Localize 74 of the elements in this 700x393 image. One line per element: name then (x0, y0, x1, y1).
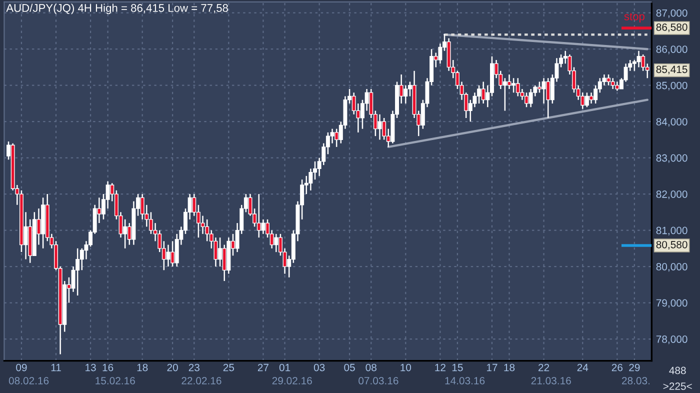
candlestick (261, 218, 266, 235)
text: 15.02.16 (96, 377, 135, 384)
x-tick-label: 08 (366, 364, 376, 372)
text: 488 (669, 366, 686, 374)
candlestick (502, 77, 507, 112)
candlestick (594, 84, 598, 104)
annotation: stop (624, 13, 644, 23)
text: 22.02.16 (182, 377, 222, 384)
ref-line-label: 86,580 (656, 23, 688, 32)
y-tick-label: 87,000 (656, 9, 688, 18)
candlestick (528, 88, 533, 108)
text: 21.03.16 (531, 377, 571, 384)
candlestick (123, 218, 128, 250)
candlestick (615, 81, 620, 92)
candlestick (256, 193, 261, 238)
candlestick (481, 81, 486, 104)
y-tick-label: 82,000 (656, 190, 688, 200)
x-tick-label: 27 (258, 364, 268, 372)
y-tick-label: 84,000 (656, 118, 688, 127)
candlestick (222, 244, 226, 282)
candlestick (516, 77, 520, 97)
x-tick-label: 18 (137, 364, 148, 372)
y-tick-label: 78,000 (656, 336, 688, 344)
x-tick-label: 15 (452, 364, 463, 372)
x-tick-label: 01 (279, 364, 290, 372)
x-tick-label: 22 (538, 364, 550, 372)
x-tick-label: 03 (314, 364, 325, 372)
y-tick-label: 80,000 (656, 263, 688, 272)
x-tick-label: 20 (167, 364, 178, 372)
text: >225< (663, 382, 692, 390)
y-tick-label: 85,000 (656, 82, 688, 90)
candlestick (308, 168, 313, 192)
x-tick-label: 17 (486, 364, 498, 372)
candlestick (330, 128, 334, 144)
candlestick (76, 248, 80, 296)
text: 07.03.16 (358, 377, 398, 384)
x-tick-label: 23 (188, 364, 200, 372)
candlestick (641, 54, 646, 72)
x-tick-label: 25 (223, 364, 234, 372)
x-tick-label: 24 (577, 364, 588, 372)
x-tick-label: 16 (102, 364, 114, 372)
x-tick-label: 09 (16, 364, 27, 372)
x-tick-label: 26 (612, 364, 623, 372)
candlestick (610, 77, 615, 90)
y-tick-label: 86,000 (656, 46, 688, 54)
x-tick-label: 05 (344, 364, 355, 372)
candlestick (546, 77, 550, 119)
text: 29.02.16 (272, 377, 312, 384)
candlestick (378, 114, 382, 140)
x-tick-label: 13 (86, 364, 96, 372)
annotation: 85,415 (656, 66, 688, 74)
candlestick (512, 77, 516, 94)
x-tick-label: 29 (629, 364, 640, 372)
y-tick-label: 83,000 (656, 154, 688, 163)
candlestick (205, 218, 210, 242)
candlestick (166, 244, 170, 268)
ref-line-label: 80,580 (656, 240, 688, 250)
candlestick (334, 128, 339, 148)
candlestick (382, 117, 386, 140)
candlestick (589, 92, 594, 104)
x-tick-label: 10 (400, 364, 412, 372)
x-tick-label: 11 (51, 364, 61, 372)
candlestick (542, 77, 546, 104)
candlestick (438, 43, 442, 64)
x-tick-label: 12 (435, 364, 446, 372)
text: 14.03.16 (445, 377, 485, 384)
text: 28.03. (622, 377, 650, 384)
candlestick (274, 233, 278, 253)
candlestick (404, 84, 408, 104)
text: 08.02.16 (8, 377, 49, 384)
y-tick-label: 79,000 (656, 299, 688, 308)
chart-title: AUD/JPY(JQ) 4H High = 86,415 Low = 77,58 (6, 4, 228, 14)
y-tick-label: 81,000 (656, 226, 688, 236)
x-tick-label: 18 (504, 364, 515, 372)
